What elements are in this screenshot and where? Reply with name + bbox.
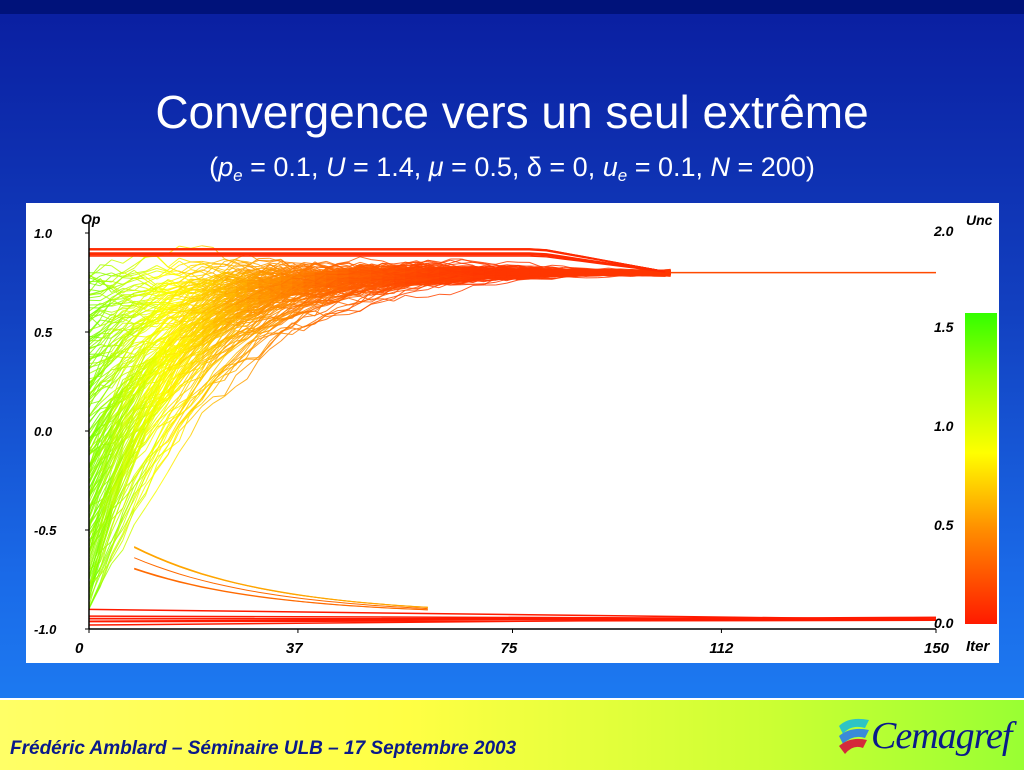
footer-credit: Frédéric Amblard – Séminaire ULB – 17 Se…	[10, 738, 516, 760]
footer-band: Frédéric Amblard – Séminaire ULB – 17 Se…	[0, 698, 1024, 770]
y-tick-label: 0.5	[34, 325, 53, 340]
chart-panel: 1.0 0.5 0.0 -0.5 -1.0 0 37 75 112 150 Op Iter Unc 2.0…	[26, 203, 999, 663]
color-scale-tick-label: 1.5	[934, 319, 954, 335]
y-tick-label: 1.0	[34, 226, 53, 241]
logo-wordmark: Cemagref	[871, 714, 1011, 758]
color-scale-tick-label: 0.5	[934, 517, 954, 533]
color-scale-label: Unc	[966, 212, 993, 228]
color-scale-tick-label: 2.0	[933, 223, 954, 239]
y-tick-label: -1.0	[34, 622, 57, 637]
slide-subtitle: (pe = 0.1, U = 1.4, μ = 0.5, δ = 0, ue =…	[0, 150, 1024, 193]
color-scale-tick-label: 0.0	[934, 615, 954, 631]
y-axis-label: Op	[81, 211, 101, 227]
x-axis-label: Iter	[966, 638, 991, 655]
logo-mark-icon	[835, 712, 875, 756]
y-tick-label: 0.0	[34, 424, 53, 439]
x-tick-label: 75	[501, 640, 518, 657]
trajectory-lines	[89, 246, 936, 625]
opinion-dynamics-chart: 1.0 0.5 0.0 -0.5 -1.0 0 37 75 112 150 Op Iter Unc 2.0…	[26, 203, 999, 663]
y-tick-label: -0.5	[34, 523, 57, 538]
color-scale-tick-label: 1.0	[934, 418, 954, 434]
cemagref-logo: Cemagref	[835, 712, 1005, 762]
color-scale-bar	[965, 313, 997, 624]
x-tick-label: 37	[286, 640, 303, 657]
slide-title: Convergence vers un seul extrême	[0, 86, 1024, 138]
top-bar	[0, 0, 1024, 14]
x-tick-label: 112	[709, 640, 734, 657]
x-tick-label: 0	[75, 640, 84, 657]
x-tick-label: 150	[924, 640, 950, 657]
